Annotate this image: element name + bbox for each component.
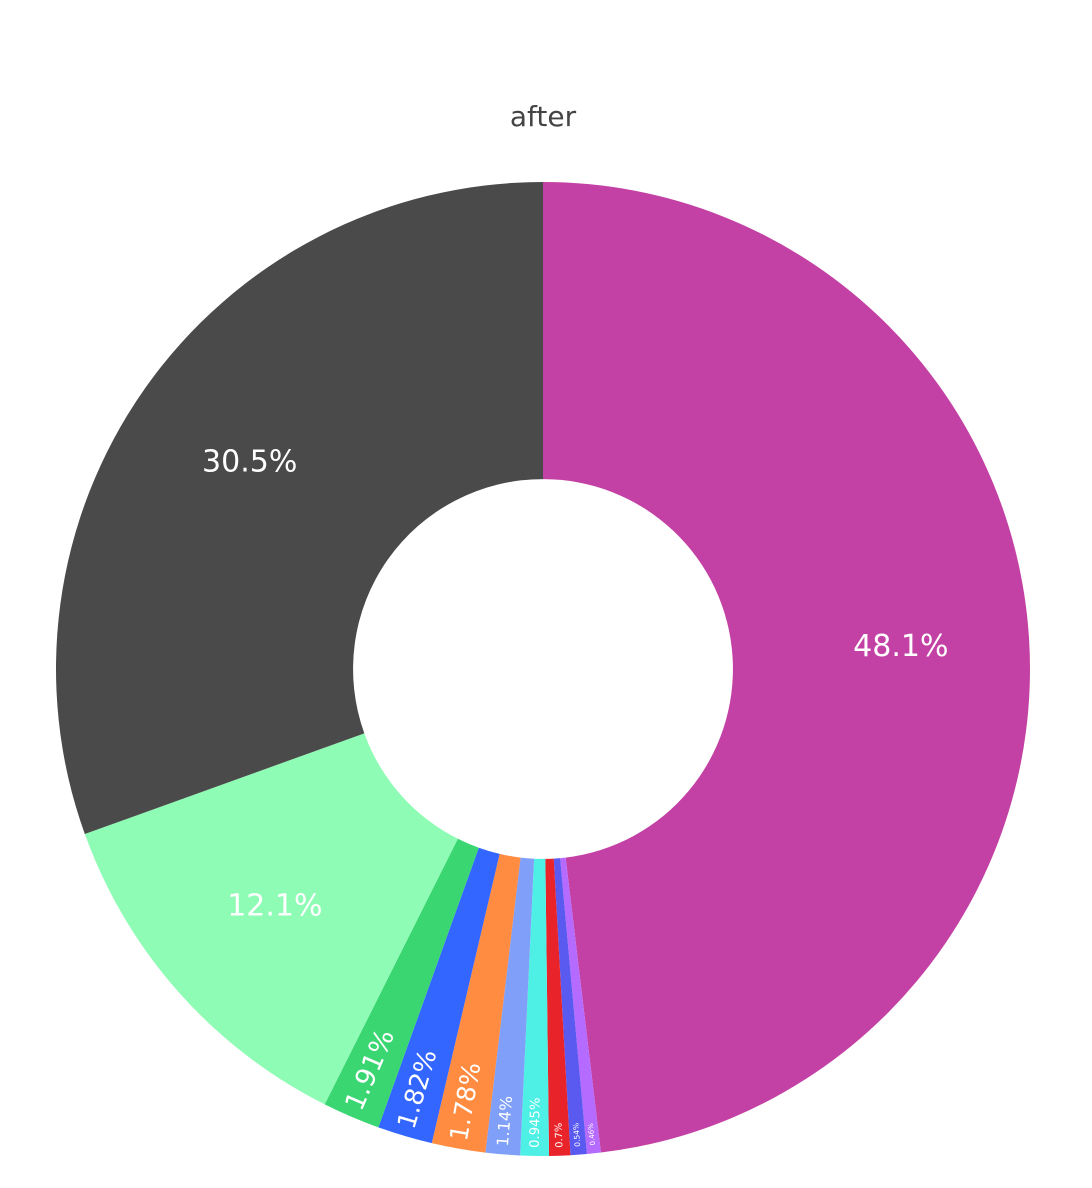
chart-title: after	[510, 100, 577, 133]
slice-label: 0.46%	[587, 1122, 597, 1145]
pie-slice	[431, 853, 521, 1153]
slice-label: 12.1%	[227, 888, 322, 923]
slice-label: 48.1%	[853, 629, 948, 664]
pie-slice	[553, 858, 587, 1156]
pie-slice	[55, 182, 543, 835]
slice-label: 0.7%	[554, 1123, 566, 1148]
pie-slice	[378, 847, 500, 1144]
pie-slice	[520, 858, 550, 1156]
slice-label: 30.5%	[202, 444, 297, 479]
slice-label: 0.54%	[571, 1122, 582, 1147]
slice-label: 0.945%	[528, 1097, 544, 1148]
pie-slice	[560, 857, 601, 1155]
pie-slice	[545, 858, 571, 1156]
slice-label: 1.14%	[493, 1095, 516, 1147]
pie-slice	[485, 857, 535, 1156]
pie-slice	[324, 838, 479, 1128]
pie-slice	[84, 733, 458, 1105]
pie-slice	[543, 182, 1031, 1153]
